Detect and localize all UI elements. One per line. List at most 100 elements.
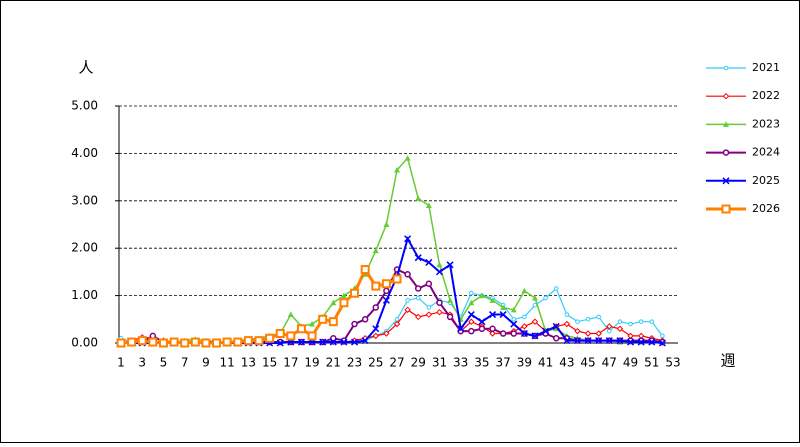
x-tick-label: 45 <box>580 356 595 370</box>
marker <box>425 311 433 318</box>
marker <box>415 313 422 321</box>
marker <box>532 294 538 301</box>
marker <box>318 314 328 324</box>
marker <box>468 299 475 306</box>
x-tick-label: 17 <box>283 356 298 370</box>
marker <box>148 337 158 347</box>
marker <box>233 337 243 347</box>
marker <box>723 121 729 127</box>
marker <box>564 312 570 317</box>
marker <box>575 319 580 324</box>
marker <box>339 298 349 308</box>
marker <box>127 337 137 347</box>
x-tick-label: 19 <box>304 356 319 370</box>
marker <box>254 336 264 346</box>
marker <box>522 314 527 320</box>
marker <box>500 304 507 310</box>
marker <box>447 297 454 303</box>
marker <box>392 274 402 284</box>
marker <box>319 338 327 346</box>
marker <box>457 325 465 333</box>
legend-label: 2024 <box>752 146 780 159</box>
marker <box>616 325 624 332</box>
marker <box>404 271 411 278</box>
marker <box>627 338 635 346</box>
x-axis-label: 週 <box>720 352 735 370</box>
marker <box>605 337 613 345</box>
marker <box>510 306 517 313</box>
marker <box>158 338 168 348</box>
marker <box>287 311 294 318</box>
y-tick-label: 3.00 <box>71 193 98 207</box>
marker <box>393 320 401 328</box>
marker <box>383 330 390 337</box>
marker <box>201 338 211 348</box>
marker <box>722 149 730 156</box>
marker <box>361 337 369 345</box>
marker <box>510 320 518 328</box>
x-tick-label: 7 <box>181 356 189 370</box>
marker <box>552 322 560 330</box>
marker <box>275 329 285 339</box>
marker <box>563 337 571 345</box>
x-tick-label: 43 <box>559 356 574 370</box>
marker <box>510 330 518 337</box>
marker <box>404 155 411 161</box>
marker <box>116 338 126 348</box>
marker <box>542 327 550 335</box>
marker <box>382 296 390 304</box>
x-tick-label: 23 <box>347 356 362 370</box>
marker <box>394 317 400 322</box>
marker <box>658 339 666 347</box>
marker <box>414 254 422 262</box>
legend-item: 2023 <box>706 117 780 130</box>
marker <box>286 331 296 341</box>
x-tick-label: 11 <box>220 356 235 370</box>
marker <box>584 337 592 345</box>
marker <box>478 292 485 299</box>
marker <box>468 327 475 335</box>
marker <box>372 247 379 254</box>
marker <box>531 318 539 325</box>
legend-item: 2026 <box>706 202 780 215</box>
marker <box>414 285 422 292</box>
x-tick-label: 15 <box>262 356 277 370</box>
marker <box>372 332 379 340</box>
marker <box>381 279 391 289</box>
legend-label: 2021 <box>752 61 780 74</box>
marker <box>425 280 433 287</box>
marker <box>371 281 381 291</box>
marker <box>372 325 380 333</box>
y-tick-label: 5.00 <box>71 99 98 113</box>
marker <box>383 287 390 295</box>
marker <box>648 338 656 346</box>
x-tick-label: 5 <box>160 356 168 370</box>
marker <box>169 337 179 347</box>
marker <box>543 295 548 301</box>
marker <box>606 323 613 330</box>
legend-item: 2024 <box>706 146 780 159</box>
x-tick-label: 41 <box>538 356 553 370</box>
marker <box>351 320 358 328</box>
marker <box>329 338 337 346</box>
marker <box>489 297 496 303</box>
legend-item: 2025 <box>706 174 780 187</box>
x-tick-label: 29 <box>411 356 426 370</box>
marker <box>499 311 507 319</box>
y-tick-label: 0.00 <box>71 336 98 350</box>
marker <box>478 325 486 333</box>
marker <box>296 324 306 334</box>
x-tick-label: 53 <box>665 356 680 370</box>
marker <box>212 338 222 348</box>
marker <box>489 330 496 337</box>
marker <box>585 317 591 322</box>
x-tick-label: 39 <box>517 356 532 370</box>
marker <box>649 319 655 324</box>
marker <box>415 195 422 201</box>
marker <box>137 336 147 346</box>
marker <box>595 330 602 337</box>
legend-item: 2021 <box>706 61 780 74</box>
marker <box>330 299 337 306</box>
